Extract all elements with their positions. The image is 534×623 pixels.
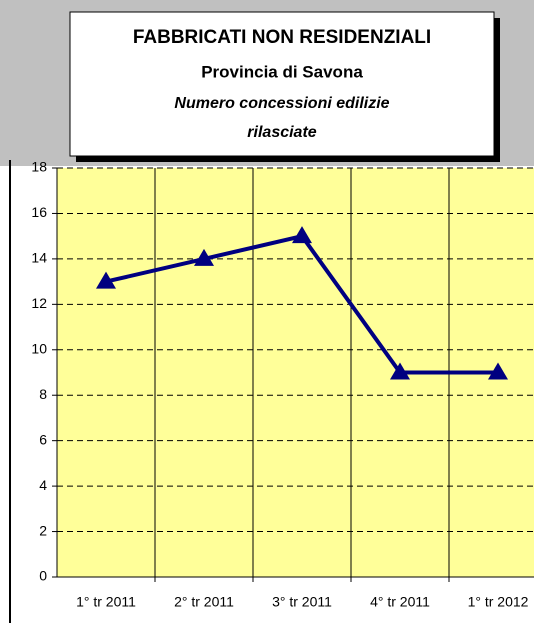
y-tick-label: 16 bbox=[31, 204, 47, 220]
chart-subtitle: Provincia di Savona bbox=[201, 62, 363, 81]
data-point bbox=[390, 362, 410, 380]
chart-description: rilasciate bbox=[247, 124, 316, 141]
y-tick-label: 18 bbox=[31, 159, 47, 175]
y-tick-label: 6 bbox=[39, 431, 47, 447]
chart-description: Numero concessioni edilizie bbox=[174, 95, 389, 112]
y-tick-label: 4 bbox=[39, 477, 47, 493]
y-tick-label: 8 bbox=[39, 386, 47, 402]
data-point bbox=[488, 362, 508, 380]
y-tick-label: 2 bbox=[39, 522, 47, 538]
chart-title: FABBRICATI NON RESIDENZIALI bbox=[133, 27, 431, 48]
data-point bbox=[292, 226, 312, 244]
title-box bbox=[69, 11, 495, 157]
x-tick-label: 2° tr 2011 bbox=[174, 594, 234, 610]
x-tick-label: 3° tr 2011 bbox=[272, 594, 332, 610]
x-tick-label: 1° tr 2012 bbox=[468, 594, 529, 610]
data-point bbox=[194, 248, 214, 266]
y-tick-label: 10 bbox=[31, 340, 47, 356]
y-tick-label: 0 bbox=[39, 568, 47, 584]
y-tick-label: 14 bbox=[31, 250, 47, 266]
x-tick-label: 1° tr 2011 bbox=[76, 594, 136, 610]
data-point bbox=[96, 271, 116, 289]
x-tick-label: 4° tr 2011 bbox=[370, 594, 430, 610]
y-tick-label: 12 bbox=[31, 295, 47, 311]
